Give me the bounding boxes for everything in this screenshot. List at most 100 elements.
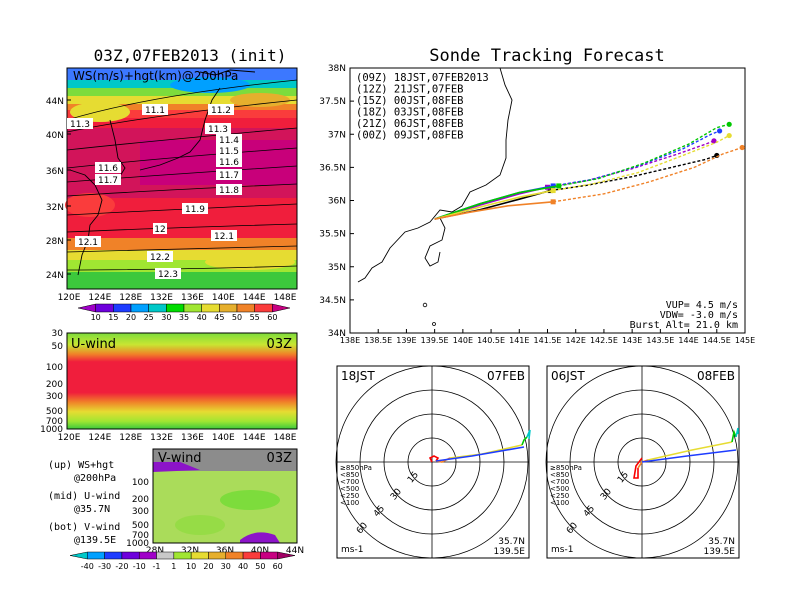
map-lon-label: 120E xyxy=(58,293,81,303)
coastline xyxy=(357,67,513,283)
panel-notes: (up) WS+hgt @200hPa (mid) U-wind @35.7N … xyxy=(48,460,120,546)
track-line-descent xyxy=(553,130,720,187)
hodograph-time: 06JST xyxy=(551,369,585,383)
track-legend-entry: (21Z) 06JST,08FEB xyxy=(356,118,463,130)
track-legend-entry: (12Z) 21JST,07FEB xyxy=(356,84,463,96)
colorbar-swatch xyxy=(277,551,296,560)
colorbar-swatch xyxy=(148,303,167,313)
hodograph-trace xyxy=(526,429,531,440)
track-legend-entry: (15Z) 00JST,08FEB xyxy=(356,95,463,107)
track-lon-label: 138E xyxy=(340,336,360,345)
contour-label-bg xyxy=(216,169,242,180)
note-1-line1: (up) WS+hgt xyxy=(48,460,114,471)
colorbar-swatch xyxy=(236,303,255,313)
contour-label: 12.3 xyxy=(158,270,178,280)
u-wind-y-label: 100 xyxy=(46,363,63,373)
colorbar-swatch xyxy=(113,303,132,313)
hodograph-trace xyxy=(735,427,739,438)
v-wind-y-label: 100 xyxy=(132,478,149,488)
track-lat-label: 37N xyxy=(328,130,346,140)
colorbar-swatch xyxy=(130,303,149,313)
v-wind-y-label: 300 xyxy=(132,507,149,517)
param-burst: Burst Alt= 21.0 km xyxy=(630,320,738,331)
hodograph-legend-entry: <500 xyxy=(340,485,359,493)
colorbar-swatch xyxy=(260,551,278,560)
contour-label-bg xyxy=(95,174,121,185)
colorbar-label: 60 xyxy=(273,562,283,571)
hodograph-legend-entry: <100 xyxy=(340,499,359,507)
track-lines xyxy=(434,121,745,220)
landing-marker xyxy=(726,132,732,139)
hodograph-trace xyxy=(647,441,733,461)
colorbar-swatch xyxy=(104,551,123,560)
contour-label-bg xyxy=(95,162,121,173)
colorbar-label: 55 xyxy=(250,313,260,322)
colorbar-label: 50 xyxy=(232,313,242,322)
colorbar-swatch xyxy=(121,551,140,560)
hodograph-legend-entry: <500 xyxy=(550,485,569,493)
colorbar-label: -10 xyxy=(133,562,146,571)
u-wind-y-label: 1000 xyxy=(40,425,63,435)
track-line-descent xyxy=(558,123,730,187)
colorbar-swatch xyxy=(219,303,238,313)
contour-label: 12 xyxy=(154,225,165,235)
hodograph-date: 07FEB xyxy=(487,369,525,383)
contour-label-bg xyxy=(216,184,242,195)
track-lat-label: 37.5N xyxy=(319,97,346,107)
contour-label: 11.3 xyxy=(208,125,228,135)
v-wind-time: 03Z xyxy=(267,451,293,466)
hodograph-lat: 35.7N xyxy=(708,537,735,547)
map-lat-label: 32N xyxy=(46,203,64,213)
track-lat-label: 35N xyxy=(328,263,346,273)
map-lat-label: 28N xyxy=(46,237,64,247)
hodograph-legend-entry: <700 xyxy=(550,478,569,486)
colorbar-label: 25 xyxy=(144,313,154,322)
contour-label: 12.2 xyxy=(150,253,170,263)
track-lat-label: 34N xyxy=(328,329,346,339)
colorbar-label: 15 xyxy=(108,313,118,322)
colorbar-swatch xyxy=(201,303,220,313)
u-wind-label: U-wind xyxy=(71,337,116,352)
u-wind-y-label: 30 xyxy=(52,329,64,339)
colorbar-label: -1 xyxy=(153,562,161,571)
colorbar-label: -20 xyxy=(115,562,128,571)
contour-label-bg xyxy=(67,118,93,129)
colorbar-swatch xyxy=(166,303,185,313)
contour-label-bg xyxy=(216,145,242,156)
u-wind-time: 03Z xyxy=(267,337,293,352)
map-lon-label: 132E xyxy=(150,293,173,303)
contour-label-bg xyxy=(142,104,168,115)
contour-label-bg xyxy=(155,268,181,279)
note-3-line2: @139.5E xyxy=(74,535,116,546)
u-wind-x-label: 128E xyxy=(119,433,142,443)
hodograph-lon: 139.5E xyxy=(494,547,526,557)
contour-label-bg xyxy=(147,251,173,262)
track-line-descent xyxy=(550,154,718,192)
colorbar-swatch xyxy=(173,551,192,560)
track-lat-label: 34.5N xyxy=(319,296,346,306)
track-lon-label: 140E xyxy=(453,336,473,345)
track-legend-entry: (00Z) 09JST,08FEB xyxy=(356,130,463,142)
colorbar-swatch xyxy=(69,551,88,560)
hodograph-trace xyxy=(435,446,525,462)
colorbar-swatch xyxy=(242,551,261,560)
track-lon-label: 145E xyxy=(735,336,755,345)
burst-marker xyxy=(550,183,556,189)
v-wind-x-label: 36N xyxy=(216,546,234,556)
u-wind-x-label: 148E xyxy=(274,433,297,443)
track-lat-label: 35.5N xyxy=(319,230,346,240)
track-lon-label: 139E xyxy=(396,336,416,345)
colorbar-swatch xyxy=(190,551,209,560)
hodograph-trace xyxy=(641,449,737,463)
track-lat-label: 36N xyxy=(328,197,346,207)
contour-label-bg xyxy=(216,134,242,145)
note-2-line2: @35.7N xyxy=(74,504,110,515)
colorbar-swatch xyxy=(272,303,291,313)
contour-label-bg xyxy=(211,230,237,241)
u-wind-x-label: 120E xyxy=(58,433,81,443)
burst-marker xyxy=(556,183,562,189)
colorbar-swatch xyxy=(156,551,175,560)
map-lon-label: 128E xyxy=(119,293,142,303)
